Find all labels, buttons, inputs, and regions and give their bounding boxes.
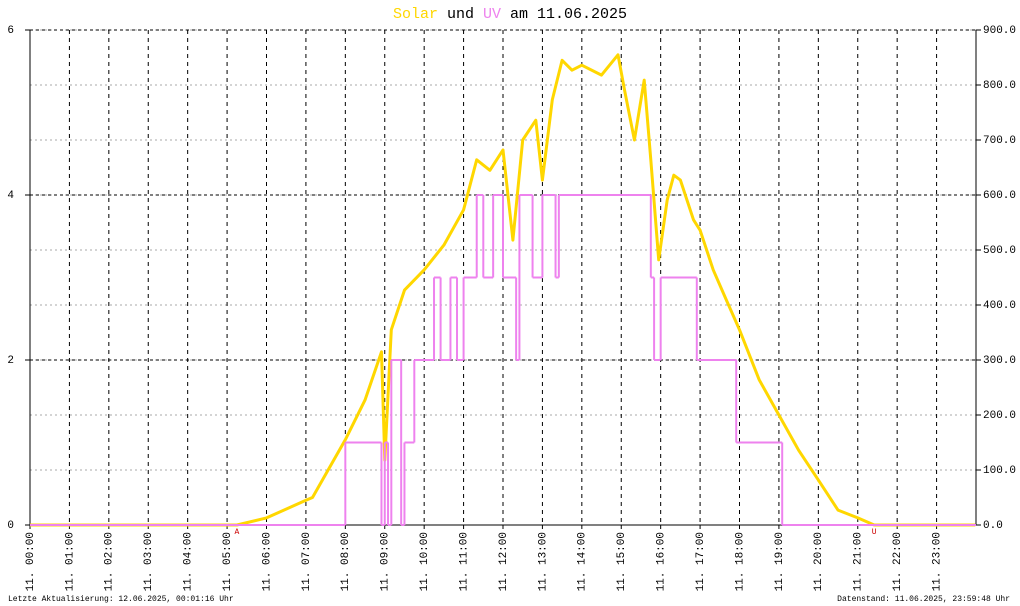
x-tick-label: 11. 10:00 bbox=[419, 532, 431, 591]
y2-tick-label: 700.0 bbox=[983, 135, 1016, 147]
x-tick-label: 11. 15:00 bbox=[616, 532, 628, 591]
x-tick-label: 11. 18:00 bbox=[734, 532, 746, 591]
x-tick-label: 11. 01:00 bbox=[64, 532, 76, 591]
x-tick-label: 11. 22:00 bbox=[892, 532, 904, 591]
y2-tick-label: 400.0 bbox=[983, 300, 1016, 312]
y2-tick-label: 900.0 bbox=[983, 25, 1016, 37]
y-tick-label: 2 bbox=[7, 355, 14, 367]
y-tick-label: 6 bbox=[7, 25, 14, 37]
x-tick-label: 11. 23:00 bbox=[931, 532, 943, 591]
x-tick-label: 11. 13:00 bbox=[537, 532, 549, 591]
title-join: und bbox=[447, 6, 474, 23]
y2-tick-label: 600.0 bbox=[983, 190, 1016, 202]
x-tick-label: 11. 00:00 bbox=[25, 532, 37, 591]
y2-tick-label: 200.0 bbox=[983, 410, 1016, 422]
title-suffix: am 11.06.2025 bbox=[510, 6, 627, 23]
y-tick-label: 4 bbox=[7, 190, 14, 202]
x-tick-label: 11. 07:00 bbox=[301, 532, 313, 591]
x-tick-label: 11. 02:00 bbox=[104, 532, 116, 591]
x-tick-label: 11. 08:00 bbox=[340, 532, 352, 591]
y2-tick-label: 500.0 bbox=[983, 245, 1016, 257]
y-tick-label: 0 bbox=[7, 520, 14, 532]
footer-right: Datenstand: 11.06.2025, 23:59:48 Uhr bbox=[837, 595, 1010, 604]
x-tick-label: 11. 20:00 bbox=[813, 532, 825, 591]
x-tick-label: 11. 03:00 bbox=[143, 532, 155, 591]
title-uv: UV bbox=[483, 6, 501, 23]
y2-tick-label: 100.0 bbox=[983, 465, 1016, 477]
x-tick-label: 11. 12:00 bbox=[498, 532, 510, 591]
x-tick-label: 11. 05:00 bbox=[222, 532, 234, 591]
x-tick-label: 11. 09:00 bbox=[380, 532, 392, 591]
y2-tick-label: 800.0 bbox=[983, 80, 1016, 92]
annotation: U bbox=[872, 528, 877, 537]
y2-tick-label: 300.0 bbox=[983, 355, 1016, 367]
x-tick-label: 11. 16:00 bbox=[656, 532, 668, 591]
chart-title: Solar und UV am 11.06.2025 bbox=[393, 6, 627, 23]
x-tick-label: 11. 21:00 bbox=[853, 532, 865, 591]
annotation: A bbox=[235, 528, 240, 537]
footer-left: Letzte Aktualisierung: 12.06.2025, 00:01… bbox=[8, 595, 234, 604]
y2-tick-label: 0.0 bbox=[983, 520, 1003, 532]
x-tick-label: 11. 04:00 bbox=[183, 532, 195, 591]
x-tick-label: 11. 14:00 bbox=[577, 532, 589, 591]
x-tick-label: 11. 17:00 bbox=[695, 532, 707, 591]
x-tick-label: 11. 06:00 bbox=[261, 532, 273, 591]
x-tick-label: 11. 11:00 bbox=[458, 532, 470, 591]
solar-line bbox=[30, 53, 976, 527]
title-solar: Solar bbox=[393, 6, 438, 23]
x-tick-label: 11. 19:00 bbox=[774, 532, 786, 591]
